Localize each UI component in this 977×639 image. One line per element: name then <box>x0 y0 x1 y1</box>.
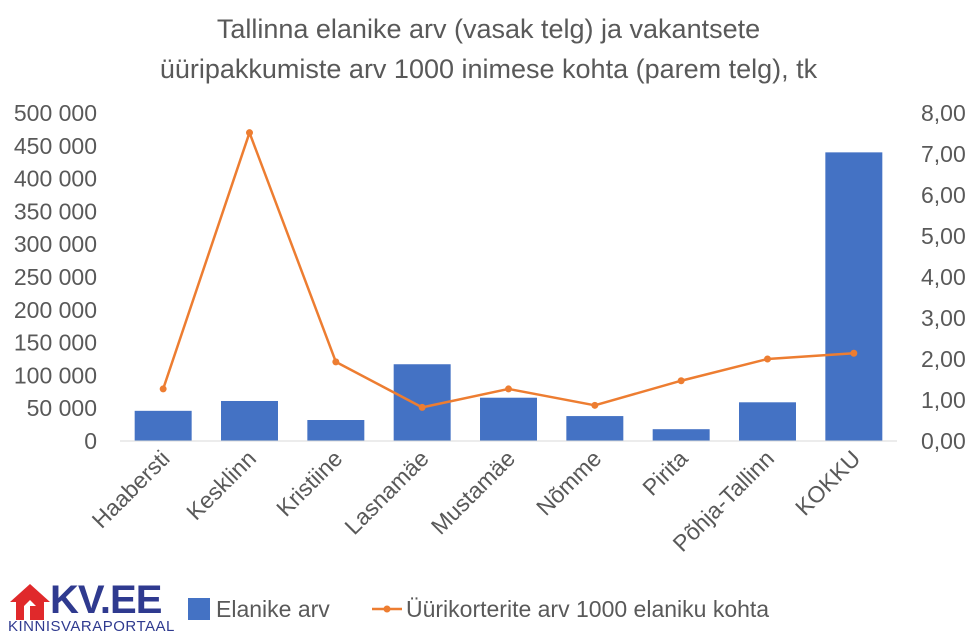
line-point <box>159 385 167 393</box>
y-right-tick-label: 5,00 <box>921 223 966 249</box>
chart-title-line1: Tallinna elanike arv (vasak telg) ja vak… <box>216 14 761 44</box>
bar <box>652 429 710 441</box>
logo-subtitle: KINNISVARAPORTAAL <box>8 618 175 635</box>
legend-label-line: Üürikorterite arv 1000 elaniku kohta <box>406 596 769 622</box>
bar <box>221 400 278 441</box>
bar <box>739 402 796 441</box>
y-right-tick-label: 1,00 <box>921 387 966 413</box>
bar <box>134 410 192 441</box>
y-left-tick-label: 350 000 <box>14 198 97 224</box>
line-point <box>850 349 858 357</box>
y-left-tick-label: 100 000 <box>14 362 97 388</box>
y-left-tick-label: 500 000 <box>14 100 97 126</box>
x-tick-label: Kristiine <box>271 445 347 521</box>
y-right-tick-label: 2,00 <box>921 346 966 372</box>
legend-label-bars: Elanike arv <box>216 596 330 622</box>
chart-title-line2: üüripakkumiste arv 1000 inimese kohta (p… <box>159 54 818 84</box>
legend-swatch-bars <box>188 598 210 620</box>
y-right-tick-label: 7,00 <box>921 141 966 167</box>
house-logo-icon <box>10 584 50 620</box>
x-tick-label: Haabersti <box>87 445 175 533</box>
line-point <box>332 358 340 366</box>
y-left-tick-label: 250 000 <box>14 264 97 290</box>
x-tick-label: Mustamäe <box>426 445 520 539</box>
y-left-tick-label: 150 000 <box>14 330 97 356</box>
y-left-tick-label: 450 000 <box>14 133 97 159</box>
y-left-tick-label: 200 000 <box>14 297 97 323</box>
y-left-tick-label: 400 000 <box>14 166 97 192</box>
y-right-tick-label: 3,00 <box>921 305 966 331</box>
y-right-tick-label: 4,00 <box>921 264 966 290</box>
bar <box>825 152 883 442</box>
logo-brand: KV.EE <box>50 578 162 622</box>
x-tick-label: KOKKU <box>790 445 865 520</box>
x-tick-label: Pirita <box>637 445 693 501</box>
kv-ee-logo: KV.EE KINNISVARAPORTAAL <box>8 578 178 635</box>
y-left-tick-label: 300 000 <box>14 231 97 257</box>
y-left-tick-label: 0 <box>84 428 97 454</box>
legend-swatch-line-marker <box>383 605 391 613</box>
line-point <box>591 401 599 409</box>
bar <box>480 397 537 441</box>
line-series <box>161 131 854 409</box>
x-tick-label: Nõmme <box>531 445 606 520</box>
x-tick-label: Kesklinn <box>181 445 261 525</box>
y-left-tick-label: 50 000 <box>27 395 97 421</box>
line-point <box>764 355 771 363</box>
line-point <box>505 385 512 393</box>
y-right-tick-label: 8,00 <box>921 100 966 126</box>
bar <box>566 416 624 441</box>
y-right-tick-label: 0,00 <box>921 428 966 454</box>
line-point <box>418 403 426 411</box>
line-point <box>246 129 253 137</box>
bar <box>307 420 365 441</box>
x-tick-label: Lasnamäe <box>339 445 433 539</box>
y-right-tick-label: 6,00 <box>921 182 966 208</box>
line-point <box>677 377 685 385</box>
